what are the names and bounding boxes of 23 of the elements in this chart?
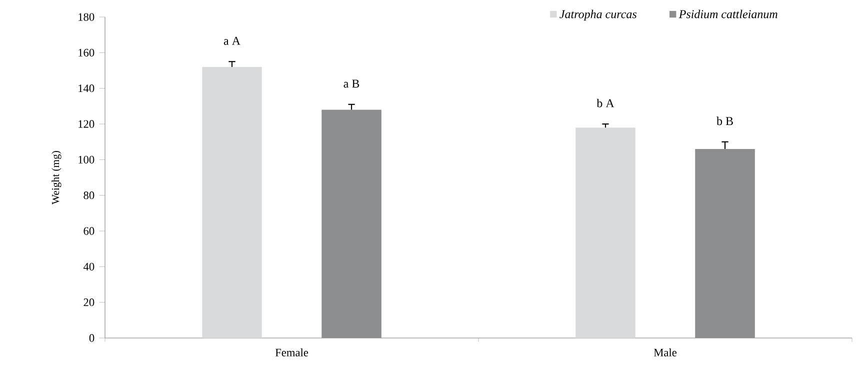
bar [695, 148, 755, 338]
y-tick-label: 140 [78, 84, 94, 92]
y-tick-label: 100 [78, 156, 94, 164]
bar [202, 66, 262, 338]
data-label: a A [224, 36, 240, 45]
y-tick-label: 120 [78, 120, 94, 128]
data-label: b B [716, 116, 733, 126]
y-tick-label: 160 [78, 48, 94, 56]
y-tick-label: 80 [84, 192, 94, 200]
x-tick-label: Male [654, 348, 677, 356]
y-tick-label: 0 [89, 334, 94, 342]
bar [576, 128, 636, 338]
x-tick-label: Female [275, 348, 308, 356]
y-tick-label: 40 [84, 262, 94, 270]
legend-label: Jatropha curcas [560, 10, 636, 21]
legend-label: Psidium cattleianum [678, 10, 778, 18]
y-tick-label: 60 [84, 227, 94, 235]
data-label: a B [344, 80, 360, 88]
y-tick-label: 20 [84, 298, 94, 306]
y-tick-label: 180 [78, 13, 94, 21]
y-axis-title: Weight (mg) [52, 151, 62, 204]
data-label: b A [596, 98, 614, 108]
bar [322, 110, 382, 338]
